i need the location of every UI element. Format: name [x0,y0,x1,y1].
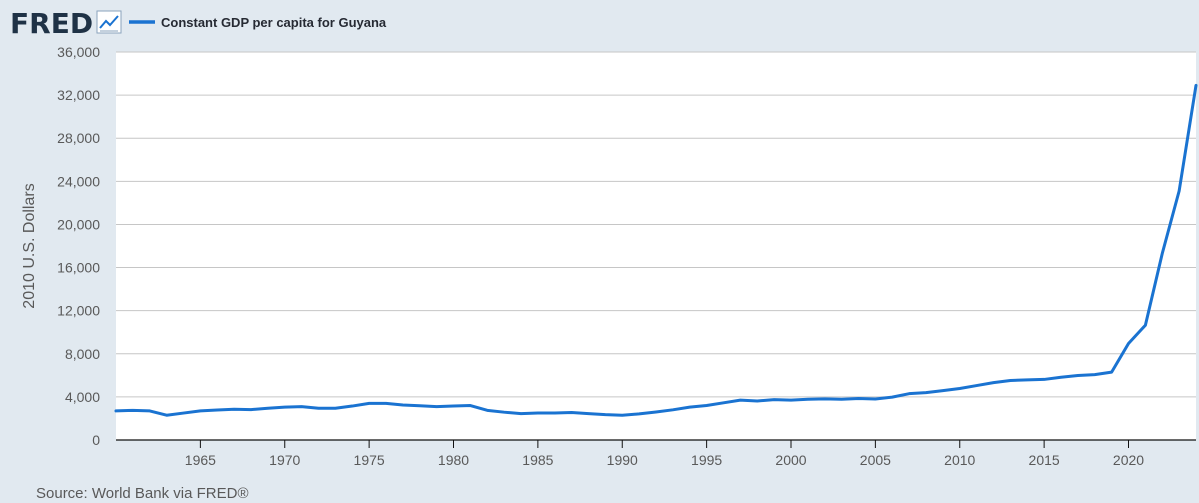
x-tick-label: 1985 [522,452,553,468]
y-tick-label: 0 [92,432,100,448]
grid-lines [116,51,1196,398]
y-tick-label: 36,000 [57,44,100,60]
x-tick-label: 1965 [185,452,216,468]
plot-area [116,52,1196,440]
trend-line-icon [96,10,122,34]
source-note: Source: World Bank via FRED® [36,485,249,502]
y-tick-label: 24,000 [57,173,100,189]
x-tick-label: 2010 [944,452,975,468]
x-tick-label: 2015 [1029,452,1060,468]
series-group [114,83,1198,417]
fred-logo[interactable]: FRED [10,7,122,40]
x-axis-ticks: 1965 1970 1975 1980 1985 1990 1995 2000 2005 2010… [185,440,1144,468]
x-tick-label: 1980 [438,452,469,468]
y-tick-label: 20,000 [57,216,100,232]
x-tick-label: 1975 [354,452,385,468]
y-tick-label: 32,000 [57,87,100,103]
x-tick-label: 2020 [1113,452,1144,468]
x-tick-label: 1990 [607,452,638,468]
fred-logo-text: FRED [10,7,93,40]
y-tick-label: 16,000 [57,260,100,276]
y-tick-label: 12,000 [57,303,100,319]
legend: Constant GDP per capita for Guyana [129,15,387,30]
y-tick-label: 28,000 [57,130,100,146]
y-tick-label: 4,000 [65,389,100,405]
y-axis-label: 2010 U.S. Dollars [21,183,38,308]
y-axis-ticks: 0 4,000 8,000 12,000 16,000 20,000 24,000 28,00… [57,44,100,448]
x-tick-label: 2005 [860,452,891,468]
series-line [114,83,1198,417]
y-tick-label: 8,000 [65,346,100,362]
legend-label: Constant GDP per capita for Guyana [161,15,387,30]
x-tick-label: 2000 [775,452,806,468]
x-tick-label: 1970 [269,452,300,468]
x-tick-label: 1995 [691,452,722,468]
